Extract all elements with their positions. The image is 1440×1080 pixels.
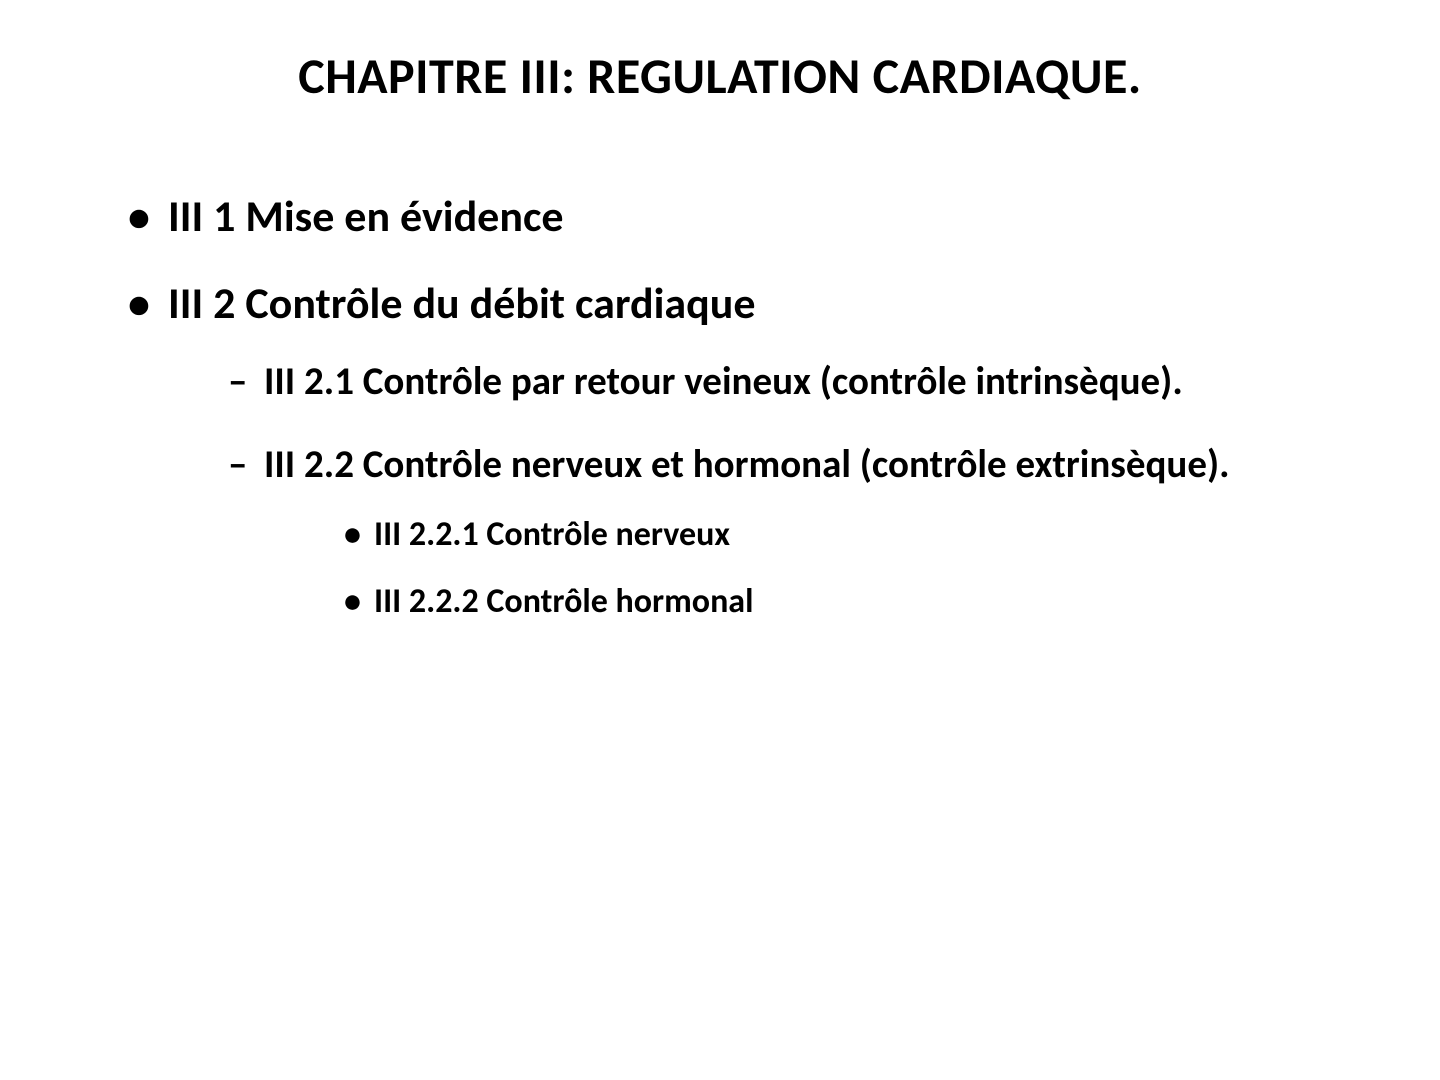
list-item: III 1 Mise en évidence [128, 187, 1340, 246]
bullet-list-level1: III 1 Mise en évidence III 2 Contrôle du… [100, 187, 1340, 627]
bullet-text: III 2 Contrôle du débit cardiaque [168, 276, 756, 330]
list-item: III 2.2.2 Contrôle hormonal [344, 576, 1340, 627]
list-item: III 2.1 Contrôle par retour veineux (con… [228, 354, 1340, 409]
bullet-text: III 1 Mise en évidence [168, 189, 564, 243]
bullet-text: III 2.2.1 Contrôle nerveux [374, 514, 730, 555]
bullet-text: III 2.2.2 Contrôle hormonal [374, 581, 753, 622]
list-item: III 2.2 Contrôle nerveux et hormonal (co… [228, 437, 1340, 626]
bullet-text: III 2.2 Contrôle nerveux et hormonal (co… [264, 441, 1230, 488]
bullet-list-level2: III 2.1 Contrôle par retour veineux (con… [168, 354, 1340, 627]
slide-title: CHAPITRE III: REGULATION CARDIAQUE. [100, 46, 1340, 107]
list-item: III 2.2.1 Contrôle nerveux [344, 509, 1340, 560]
slide: CHAPITRE III: REGULATION CARDIAQUE. III … [0, 0, 1440, 1080]
bullet-list-level3: III 2.2.1 Contrôle nerveux III 2.2.2 Con… [264, 509, 1340, 627]
list-item: III 2 Contrôle du débit cardiaque III 2.… [128, 274, 1340, 626]
bullet-text: III 2.1 Contrôle par retour veineux (con… [264, 358, 1183, 405]
